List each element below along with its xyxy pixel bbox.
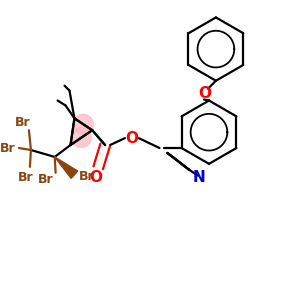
Text: Br: Br [38,173,54,186]
Text: Br: Br [79,170,94,183]
Text: Br: Br [0,142,16,154]
Text: O: O [90,170,103,185]
Circle shape [74,114,93,134]
Polygon shape [55,157,78,178]
Circle shape [71,128,91,148]
Text: O: O [199,86,212,101]
Text: N: N [193,170,206,185]
Text: Br: Br [18,171,34,184]
Text: O: O [125,130,138,146]
Text: Br: Br [15,116,31,129]
